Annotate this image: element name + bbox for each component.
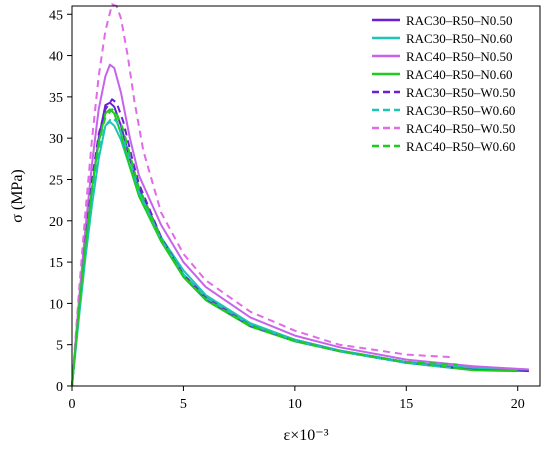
y-axis-ticks: 0 5 10 15 20 25 30 35 40 45 [49, 8, 72, 395]
y-tick-label: 25 [49, 173, 63, 188]
y-tick-label: 5 [56, 339, 63, 354]
y-axis-label: σ (MPa) [9, 169, 26, 223]
legend-label-4: RAC40–R50–N0.60 [406, 67, 513, 82]
legend-label-7: RAC40–R50–W0.50 [406, 121, 515, 136]
x-tick-label: 0 [69, 397, 76, 412]
y-tick-label: 0 [56, 380, 63, 395]
legend-label-1: RAC30–R50–N0.50 [406, 13, 513, 28]
legend: RAC30–R50–N0.50 RAC30–R50–N0.60 RAC40–R50–… [372, 13, 515, 154]
legend-label-2: RAC30–R50–N0.60 [406, 31, 513, 46]
series-line-6 [71, 116, 452, 387]
y-tick-label: 30 [49, 132, 63, 147]
y-tick-label: 45 [49, 8, 63, 23]
y-tick-label: 35 [49, 91, 63, 106]
series-line-7 [71, 3, 451, 387]
x-axis-ticks: 0 5 10 15 20 [69, 386, 525, 412]
x-tick-label: 5 [180, 397, 187, 412]
plot-frame [71, 5, 541, 387]
legend-label-8: RAC40–R50–W0.60 [406, 139, 515, 154]
x-tick-label: 15 [399, 397, 413, 412]
y-tick-label: 40 [49, 50, 63, 65]
legend-label-5: RAC30–R50–W0.50 [406, 85, 515, 100]
y-tick-label: 15 [49, 256, 63, 271]
legend-label-6: RAC30–R50–W0.60 [406, 103, 515, 118]
series-line-8 [71, 108, 458, 387]
x-tick-label: 10 [288, 397, 302, 412]
y-tick-label: 10 [49, 297, 63, 312]
y-tick-label: 20 [49, 215, 63, 230]
series-line-5 [71, 98, 456, 387]
x-axis-label: ε×10⁻³ [284, 427, 329, 444]
plot-series [71, 3, 529, 387]
x-tick-label: 20 [511, 397, 525, 412]
series-line-2 [71, 120, 529, 387]
series-line-3 [71, 63, 529, 387]
legend-label-3: RAC40–R50–N0.50 [406, 49, 513, 64]
